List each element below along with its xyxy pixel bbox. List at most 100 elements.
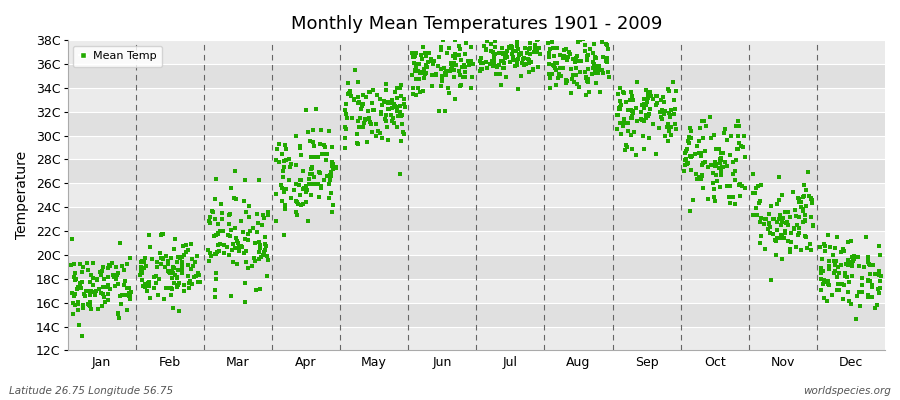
Point [873,278,887,284]
Point [746,171,760,177]
Point [141,282,156,289]
Point [487,50,501,57]
Point [578,68,592,75]
Point [602,74,616,80]
Point [65,290,79,296]
Point [101,281,115,288]
Point [390,95,404,102]
Point [253,242,267,249]
Point [694,153,708,159]
Point [221,232,236,238]
Point [862,278,877,284]
Point [641,91,655,98]
Point [777,234,791,241]
Point [101,291,115,297]
Point [736,133,751,140]
Point [796,182,811,189]
Point [325,159,339,165]
Point [151,292,166,298]
Point [549,82,563,88]
Point [418,62,433,68]
Point [405,72,419,78]
Point [655,106,670,113]
Point [113,293,128,299]
Point [149,272,164,279]
Point [637,118,652,124]
Point [390,108,404,114]
Point [694,150,708,156]
Point [241,237,256,243]
Point [750,212,764,218]
Point [529,36,544,43]
Point [217,250,231,256]
Point [165,268,179,275]
Point [365,100,380,107]
Point [758,246,772,252]
Point [773,232,788,238]
Point [783,230,797,236]
Point [277,189,292,195]
Point [406,84,420,91]
Point [374,134,389,141]
Point [120,260,134,267]
Point [508,56,522,63]
Point [828,268,842,274]
Bar [68,64,885,88]
Point [379,81,393,88]
Point [302,181,316,188]
Point [446,67,461,74]
Point [302,170,317,177]
Point [706,180,720,186]
Point [769,238,783,244]
Point [299,199,313,205]
Point [324,190,338,197]
Point [379,99,393,105]
Point [459,39,473,46]
Point [763,277,778,283]
Point [320,151,335,158]
Point [314,185,328,191]
Point [68,302,82,309]
Point [357,120,372,126]
Point [354,106,368,113]
Point [323,172,338,178]
Point [453,83,467,90]
Point [458,51,473,57]
Point [554,64,568,71]
Point [506,48,520,54]
Point [155,255,169,261]
Point [93,268,107,275]
Point [75,333,89,339]
Point [668,106,682,112]
Point [510,46,525,52]
Point [560,57,574,63]
Point [293,202,308,208]
Point [843,237,858,244]
Point [139,262,153,269]
Point [177,288,192,294]
Point [353,115,367,122]
Point [242,203,256,209]
Point [434,47,448,53]
Point [704,134,718,141]
Point [590,63,604,69]
Point [586,59,600,66]
Point [86,289,101,295]
Point [394,112,409,118]
Point [691,137,706,144]
Point [850,293,864,299]
Point [384,100,399,106]
Point [338,101,353,108]
Point [96,290,111,297]
Point [170,258,184,265]
Point [409,67,423,74]
Point [446,60,461,66]
Point [642,110,656,117]
Point [641,113,655,119]
Point [724,132,739,139]
Point [519,60,534,67]
Point [788,207,802,214]
Point [845,273,859,279]
Point [545,62,560,68]
Point [625,114,639,121]
